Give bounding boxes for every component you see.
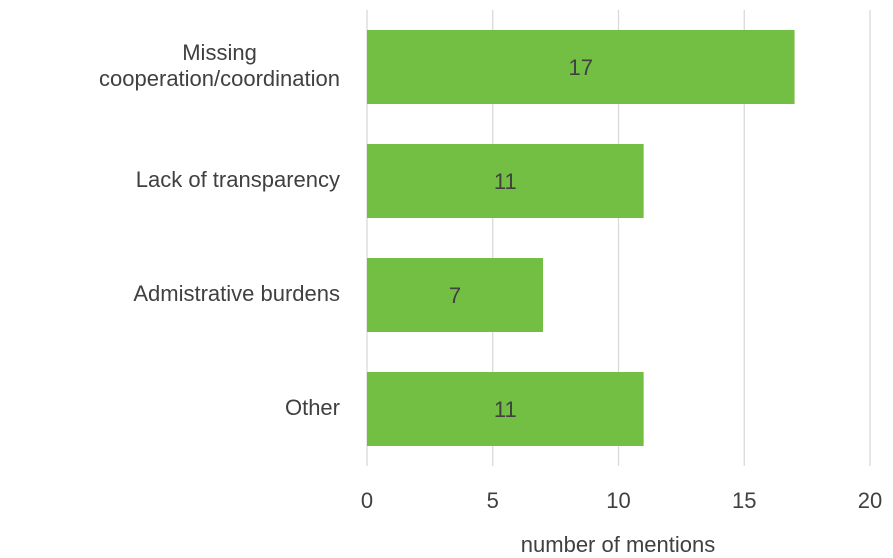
value-label: 11 bbox=[494, 397, 517, 422]
bar bbox=[367, 30, 795, 104]
x-tick-label: 10 bbox=[606, 488, 630, 513]
bar bbox=[367, 258, 544, 332]
x-tick-label: 15 bbox=[732, 488, 756, 513]
value-label: 7 bbox=[449, 283, 461, 308]
x-axis-label: number of mentions bbox=[521, 532, 715, 557]
bar bbox=[367, 372, 644, 446]
x-tick-label: 0 bbox=[361, 488, 373, 513]
x-tick-label: 5 bbox=[487, 488, 499, 513]
x-tick-label: 20 bbox=[858, 488, 882, 513]
value-label: 17 bbox=[569, 55, 593, 80]
value-label: 11 bbox=[494, 169, 517, 194]
bar bbox=[367, 144, 644, 218]
y-tick-label: Admistrative burdens bbox=[133, 281, 340, 306]
y-tick-label: Missing cooperation/coordination bbox=[99, 40, 340, 91]
y-tick-label: Other bbox=[285, 395, 340, 420]
y-tick-label: Lack of transparency bbox=[136, 167, 340, 192]
